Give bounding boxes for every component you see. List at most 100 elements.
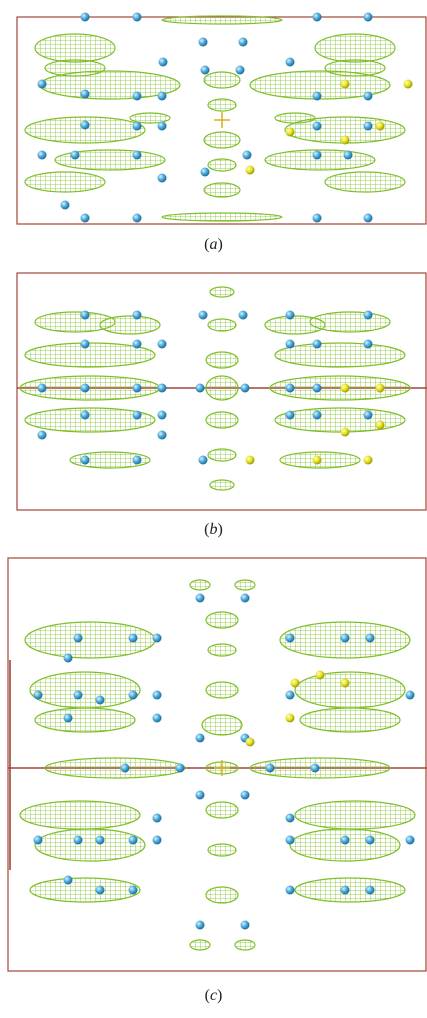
blue-atom-3 <box>73 633 83 643</box>
blue-atom-12 <box>157 91 167 101</box>
blue-atom-6 <box>363 310 373 320</box>
blue-atom-3 <box>198 310 208 320</box>
blue-atom-9 <box>63 653 73 663</box>
density-mesh-19 <box>161 212 283 222</box>
yellow-atom-3 <box>340 427 350 437</box>
blue-atom-20 <box>312 383 322 393</box>
blue-atom-14 <box>80 383 90 393</box>
density-mesh-6 <box>69 451 151 469</box>
density-mesh-16 <box>205 375 239 401</box>
panel-b <box>0 270 427 515</box>
blue-atom-7 <box>340 633 350 643</box>
blue-atom-16 <box>363 91 373 101</box>
blue-atom-28 <box>132 455 142 465</box>
density-mesh-9 <box>274 342 406 368</box>
blue-atom-22 <box>37 150 47 160</box>
density-mesh-5 <box>24 407 156 433</box>
density-mesh-20 <box>129 112 171 124</box>
blue-atom-34 <box>285 835 295 845</box>
blue-atom-8 <box>132 339 142 349</box>
blue-atom-28 <box>343 150 353 160</box>
density-map-b <box>16 272 427 511</box>
yellow-atom-6 <box>312 455 322 465</box>
yellow-atom-2 <box>375 383 385 393</box>
density-mesh-12 <box>294 800 416 830</box>
blue-atom-28 <box>285 813 295 823</box>
density-map-c <box>7 557 427 972</box>
yellow-atom-1 <box>340 383 350 393</box>
density-mesh-4 <box>24 116 146 144</box>
density-mesh-20 <box>205 801 239 819</box>
blue-atom-42 <box>340 885 350 895</box>
density-mesh-13 <box>209 286 235 298</box>
blue-atom-25 <box>195 790 205 800</box>
density-mesh-14 <box>207 318 237 332</box>
blue-atom-44 <box>195 920 205 930</box>
blue-atom-25 <box>312 410 322 420</box>
blue-atom-2 <box>132 310 142 320</box>
blue-atom-1 <box>80 12 90 22</box>
density-mesh-21 <box>274 112 316 124</box>
density-mesh-4 <box>44 757 186 779</box>
blue-atom-37 <box>405 835 415 845</box>
blue-atom-12 <box>95 695 105 705</box>
blue-atom-2 <box>240 593 250 603</box>
blue-atom-26 <box>363 410 373 420</box>
blue-atom-19 <box>285 383 295 393</box>
blue-atom-21 <box>363 121 373 131</box>
density-mesh-14 <box>294 877 406 903</box>
blue-atom-27 <box>152 813 162 823</box>
blue-atom-7 <box>158 57 168 67</box>
yellow-atom-2 <box>315 670 325 680</box>
density-mesh-24 <box>234 579 256 591</box>
blue-atom-18 <box>152 713 162 723</box>
density-mesh-3 <box>34 707 136 733</box>
density-mesh-22 <box>205 886 239 904</box>
blue-atom-13 <box>200 65 210 75</box>
yellow-atom-2 <box>403 79 413 89</box>
density-mesh-6 <box>34 828 146 862</box>
blue-atom-39 <box>95 885 105 895</box>
blue-atom-16 <box>157 383 167 393</box>
density-mesh-15 <box>205 351 239 369</box>
caption-c-label: c <box>209 987 218 1004</box>
blue-atom-2 <box>132 12 142 22</box>
blue-atom-17 <box>80 120 90 130</box>
blue-atom-4 <box>363 12 373 22</box>
blue-atom-4 <box>238 310 248 320</box>
density-mesh-21 <box>207 843 237 857</box>
density-mesh-19 <box>209 479 235 491</box>
density-mesh-23 <box>189 579 211 591</box>
unit-cell-frame <box>16 272 427 511</box>
blue-atom-17 <box>63 713 73 723</box>
blue-atom-31 <box>312 213 322 223</box>
blue-atom-9 <box>37 79 47 89</box>
density-mesh-17 <box>203 182 241 198</box>
density-mesh-13 <box>203 71 241 89</box>
density-mesh-2 <box>99 315 161 335</box>
blue-atom-40 <box>128 885 138 895</box>
blue-atom-24 <box>285 410 295 420</box>
blue-atom-5 <box>285 310 295 320</box>
density-mesh-15 <box>205 611 239 629</box>
yellow-atom-4 <box>340 135 350 145</box>
density-mesh-12 <box>324 171 406 193</box>
blue-atom-18 <box>132 121 142 131</box>
blue-atom-33 <box>152 835 162 845</box>
blue-atom-24 <box>132 150 142 160</box>
density-mesh-18 <box>201 714 243 736</box>
blue-atom-10 <box>80 89 90 99</box>
blue-atom-23 <box>70 150 80 160</box>
caption-c: (c) <box>204 987 223 1004</box>
blue-atom-3 <box>312 12 322 22</box>
density-mesh-14 <box>207 98 237 112</box>
density-mesh-6 <box>24 171 106 193</box>
blue-atom-12 <box>363 339 373 349</box>
blue-atom-41 <box>285 885 295 895</box>
blue-atom-29 <box>80 213 90 223</box>
yellow-atom-4 <box>375 420 385 430</box>
blue-atom-23 <box>157 410 167 420</box>
blue-atom-33 <box>60 200 70 210</box>
density-mesh-17 <box>205 411 239 429</box>
blue-atom-11 <box>132 91 142 101</box>
